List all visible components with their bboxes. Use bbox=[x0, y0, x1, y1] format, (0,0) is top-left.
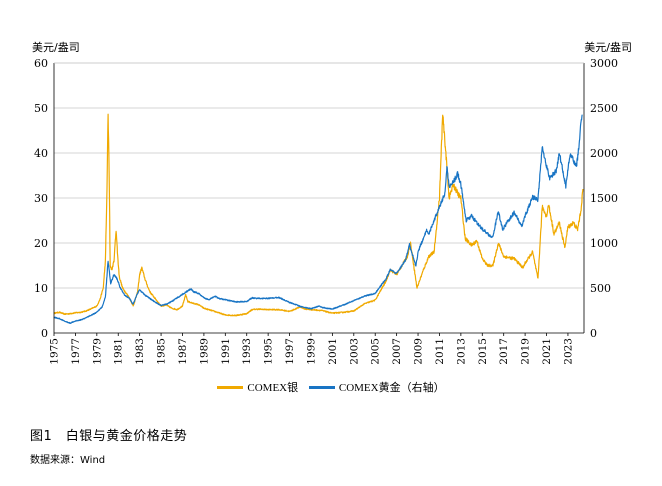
x-tick-label-2015: 2015 bbox=[477, 338, 489, 365]
legend-label-silver: COMEX银 bbox=[247, 382, 299, 394]
left-axis-unit-label: 美元/盎司 bbox=[32, 41, 80, 54]
series-line-gold bbox=[53, 114, 583, 324]
x-tick-label-2013: 2013 bbox=[455, 338, 467, 365]
left-tick-label-0: 0 bbox=[41, 327, 48, 340]
right-axis-unit-label: 美元/盎司 bbox=[584, 41, 632, 54]
x-tick-label-1989: 1989 bbox=[198, 338, 210, 365]
right-tick-label-2500: 2500 bbox=[590, 102, 618, 115]
right-tick-label-0: 0 bbox=[590, 327, 597, 340]
x-tick-label-2017: 2017 bbox=[498, 338, 510, 365]
legend-item-silver: COMEX银 bbox=[217, 379, 298, 395]
right-tick-label-1500: 1500 bbox=[590, 192, 618, 205]
x-tick-label-2003: 2003 bbox=[348, 338, 360, 365]
x-tick-label-1997: 1997 bbox=[284, 338, 296, 365]
figure-caption: 图1 白银与黄金价格走势 bbox=[30, 429, 188, 444]
x-tick-label-1985: 1985 bbox=[156, 338, 168, 365]
series-lines bbox=[53, 113, 584, 324]
legend-label-gold: COMEX黄金（右轴） bbox=[338, 382, 445, 394]
x-tick-label-1999: 1999 bbox=[305, 338, 317, 365]
left-tick-label-20: 20 bbox=[34, 237, 48, 250]
gridlines bbox=[54, 62, 584, 289]
x-tick-label-1993: 1993 bbox=[241, 338, 253, 365]
x-tick-label-1977: 1977 bbox=[70, 338, 82, 365]
right-tick-label-3000: 3000 bbox=[590, 57, 618, 70]
x-tick-label-1995: 1995 bbox=[263, 338, 275, 365]
left-tick-label-40: 40 bbox=[34, 147, 48, 160]
left-tick-label-10: 10 bbox=[34, 282, 48, 295]
x-tick-label-2009: 2009 bbox=[413, 338, 425, 365]
x-tick-label-1981: 1981 bbox=[113, 338, 125, 365]
x-tick-label-2011: 2011 bbox=[434, 338, 446, 365]
x-tick-label-2021: 2021 bbox=[541, 338, 553, 365]
axes: 0 10 20 30 40 50 60 0 500 1000 1500 2000 2500 3000 197… bbox=[34, 57, 618, 365]
x-tick-label-1975: 1975 bbox=[49, 338, 61, 365]
right-tick-label-2000: 2000 bbox=[590, 147, 618, 160]
legend-swatch-silver bbox=[217, 385, 244, 389]
legend: COMEX银 COMEX黄金（右轴） bbox=[0, 379, 662, 395]
right-tick-label-1000: 1000 bbox=[590, 237, 618, 250]
x-tick-label-2005: 2005 bbox=[370, 338, 382, 365]
right-tick-label-500: 500 bbox=[590, 282, 611, 295]
x-tick-label-2001: 2001 bbox=[327, 338, 339, 365]
x-tick-label-1991: 1991 bbox=[220, 338, 232, 365]
legend-item-gold: COMEX黄金（右轴） bbox=[308, 379, 445, 395]
left-tick-label-60: 60 bbox=[34, 57, 48, 70]
series-line-silver bbox=[53, 113, 584, 317]
x-tick-label-2019: 2019 bbox=[520, 338, 532, 365]
data-source-note: 数据来源：Wind bbox=[30, 455, 106, 466]
x-tick-label-1987: 1987 bbox=[177, 338, 189, 365]
x-tick-label-1983: 1983 bbox=[134, 338, 146, 365]
left-tick-label-50: 50 bbox=[34, 102, 48, 115]
x-tick-label-2007: 2007 bbox=[391, 338, 403, 365]
left-tick-label-30: 30 bbox=[34, 192, 48, 205]
x-tick-label-2023: 2023 bbox=[562, 338, 574, 365]
x-tick-label-1979: 1979 bbox=[91, 338, 103, 365]
legend-swatch-gold bbox=[308, 385, 335, 389]
